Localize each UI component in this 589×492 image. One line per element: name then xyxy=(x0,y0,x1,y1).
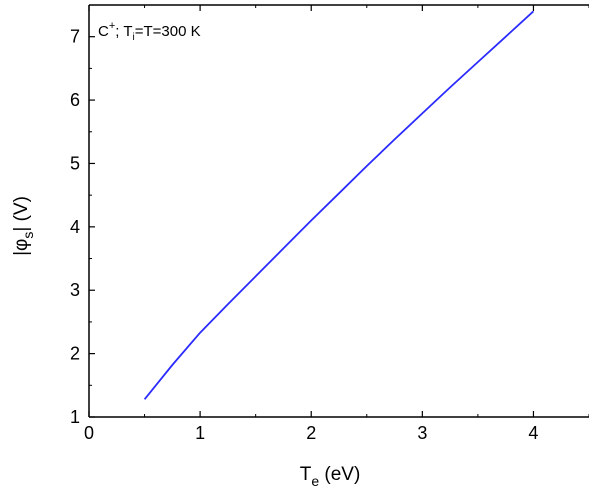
y-axis-title-pre: |φ xyxy=(11,239,32,256)
plot-frame xyxy=(88,4,589,418)
y-axis-title-sub: s xyxy=(20,232,36,239)
annotation-rest: =T=300 K xyxy=(135,23,201,40)
annotation-ion-sup: + xyxy=(109,20,115,32)
y-tick-label: 7 xyxy=(70,27,80,47)
y-tick-label: 6 xyxy=(70,90,80,110)
y-axis-title: |φs| (V) xyxy=(11,196,36,256)
x-tick-label: 1 xyxy=(195,423,205,443)
annotation-label: C+; Ti=T=300 K xyxy=(98,20,201,43)
series-line xyxy=(143,10,535,400)
annotation-base: C xyxy=(98,23,109,40)
y-tick-label: 1 xyxy=(70,407,80,427)
y-axis-ticks: 1 2 3 4 5 6 7 xyxy=(70,4,95,427)
x-axis-ticks: 0 1 2 3 4 xyxy=(84,5,589,443)
x-tick-label: 3 xyxy=(417,423,427,443)
x-axis-title-unit: (eV) xyxy=(319,464,360,485)
y-tick-label: 4 xyxy=(70,217,80,237)
x-axis-title-main: T xyxy=(300,464,312,485)
x-tick-label: 4 xyxy=(528,423,538,443)
annotation-ti-sub: i xyxy=(133,32,135,43)
y-tick-label: 5 xyxy=(70,153,80,173)
y-axis-title-post: | (V) xyxy=(11,196,32,232)
annotation-sep: ; T xyxy=(115,23,132,40)
y-tick-label: 2 xyxy=(70,344,80,364)
x-tick-label: 2 xyxy=(306,423,316,443)
y-tick-label: 3 xyxy=(70,280,80,300)
x-tick-label: 0 xyxy=(84,423,94,443)
series-layer xyxy=(143,10,535,400)
x-axis-title: Te (eV) xyxy=(300,464,361,489)
x-axis-title-sub: e xyxy=(311,473,319,489)
